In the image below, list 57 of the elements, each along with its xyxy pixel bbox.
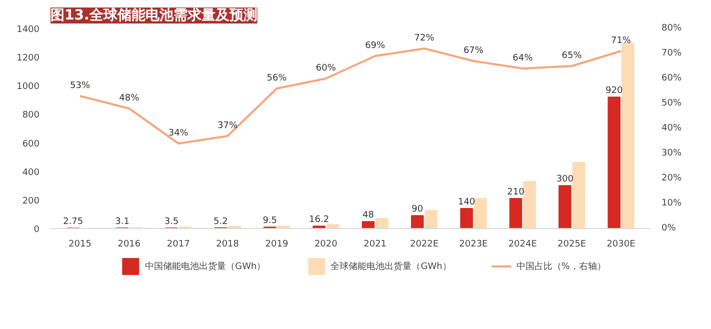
y2-tick-label: 70% (662, 48, 682, 58)
data-label: 210 (507, 188, 525, 198)
data-label: 67% (463, 46, 484, 56)
y2-tick-label: 50% (662, 98, 682, 108)
x-tick-label: 2021 (364, 240, 387, 250)
y2-tick-label: 60% (662, 74, 682, 84)
y-tick-label: 1000 (16, 82, 40, 92)
data-label: 9.5 (262, 216, 278, 226)
y2-tick-label: 40% (662, 124, 682, 134)
data-label: 90 (412, 204, 424, 215)
legend-label: 中国占比（%，右轴） (516, 260, 606, 272)
legend-label: 全球储能电池出货量（GWh） (330, 260, 452, 272)
data-label: 140 (458, 198, 476, 208)
data-label: 3.5 (164, 217, 179, 227)
data-label: 60% (316, 64, 336, 74)
x-tick-label: 2022E (410, 240, 439, 250)
legend-label: 中国储能电池出货量（GWh） (145, 260, 266, 272)
data-label: 48% (119, 94, 140, 104)
data-label: 920 (606, 86, 623, 96)
x-tick-label: 2015 (68, 240, 92, 250)
data-label: 34% (168, 128, 189, 138)
x-tick-label: 2023E (459, 240, 488, 250)
data-label: 3.1 (115, 217, 130, 228)
y2-tick-label: 10% (662, 198, 682, 208)
data-label: 2.75 (63, 217, 84, 228)
data-label: 56% (266, 74, 288, 84)
data-label: 71% (610, 36, 632, 46)
y-tick-label: 800 (22, 110, 40, 121)
x-tick-label: 2024E (508, 240, 538, 250)
y2-tick-label: 20% (662, 174, 682, 184)
data-label: 16.2 (309, 215, 330, 226)
data-label: 72% (414, 34, 435, 44)
y2-tick-label: 0% (662, 224, 676, 234)
x-tick-label: 2017 (166, 240, 190, 250)
chart-title: 图13.全球储能电池需求量及预测 (50, 8, 258, 24)
x-tick-label: 2018 (216, 240, 240, 250)
data-label: 48 (362, 210, 374, 221)
x-tick-label: 2025E (558, 240, 586, 250)
x-tick-label: 2016 (118, 240, 141, 250)
y2-tick-label: 30% (662, 148, 682, 158)
data-label: 65% (562, 51, 582, 61)
data-label: 53% (70, 81, 90, 91)
data-label: 64% (512, 54, 534, 64)
y-tick-label: 400 (22, 168, 40, 178)
x-tick-label: 2020 (314, 240, 338, 250)
y-tick-label: 1400 (16, 25, 40, 35)
y-tick-label: 600 (22, 139, 40, 150)
data-label: 69% (365, 41, 386, 51)
y-tick-label: 200 (22, 196, 40, 206)
y2-tick-label: 80% (662, 24, 682, 34)
x-tick-label: 2019 (265, 240, 288, 250)
data-label: 37% (218, 121, 238, 131)
data-label: 5.2 (214, 216, 228, 227)
data-label: 300 (556, 174, 574, 185)
y-tick-label: 0 (34, 225, 40, 235)
y-tick-label: 1200 (16, 54, 40, 64)
x-tick-label: 2030E (606, 240, 636, 250)
